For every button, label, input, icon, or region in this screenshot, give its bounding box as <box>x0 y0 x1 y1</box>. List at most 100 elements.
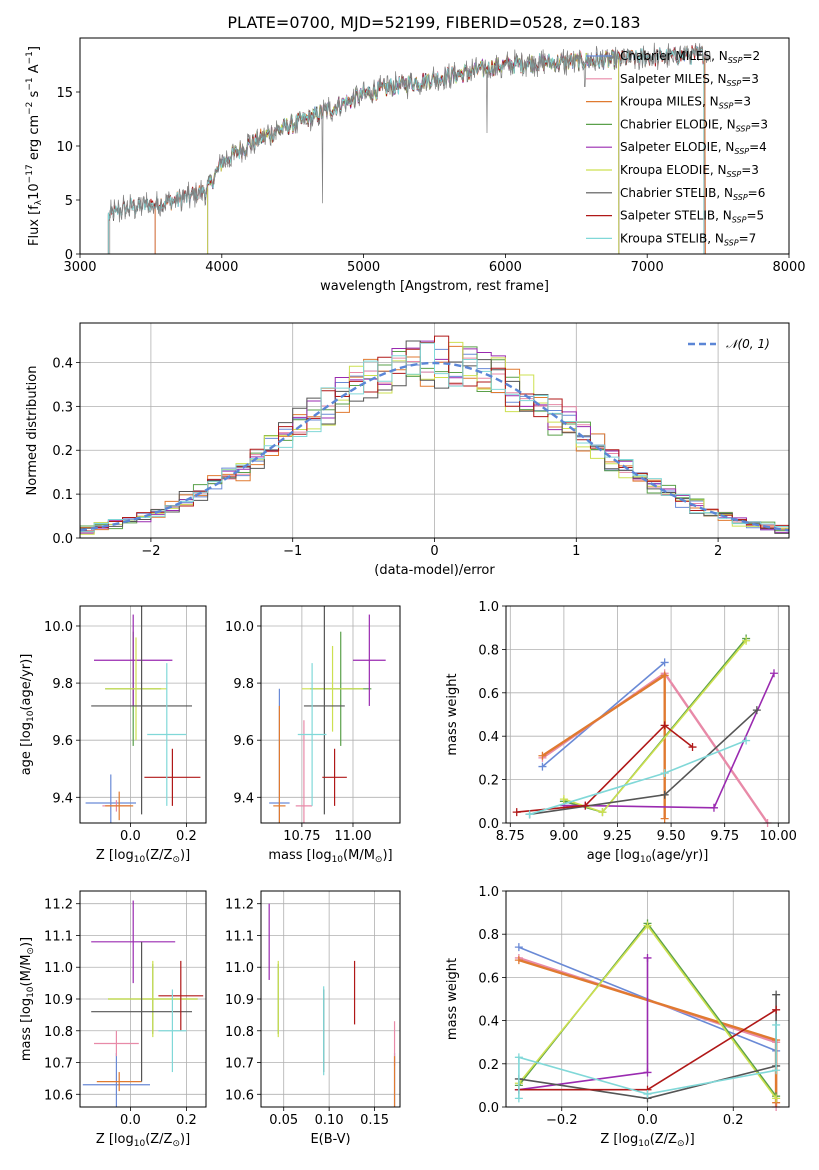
legend-suffix: =3 <box>750 117 768 131</box>
weight-marker <box>538 751 547 760</box>
x-tick-label: 0.05 <box>269 1113 298 1128</box>
weight-marker <box>772 990 781 999</box>
errorbar-point-salpeter-stelib <box>158 960 204 1031</box>
errorbar-point-salpeter-elodie <box>352 614 386 706</box>
legend-sub: SSP <box>719 102 734 111</box>
axes-frame <box>505 890 790 1108</box>
y-axis-label: mass weight <box>445 958 460 1040</box>
weight-marker <box>643 953 652 962</box>
legend-suffix: =4 <box>749 140 767 154</box>
model-spectrum-salpeter-stelib <box>107 44 705 254</box>
errorbar-point-chabrier-stelib <box>91 606 192 815</box>
panel-Z-age: 0.0 0.29.49.69.810.0Z [log10(Z/Z⊙)]age [l… <box>19 605 207 865</box>
x-axis-label-part: Z [log <box>96 848 134 863</box>
x-axis-label-part: (Z/Z <box>145 848 172 863</box>
weight-marker <box>772 1020 781 1029</box>
y-axis-label-part: −1 <box>25 77 35 90</box>
y-tick-label: 9.6 <box>52 734 73 749</box>
errorbar-point-salpeter-elodie <box>91 900 176 984</box>
y-tick-label: 9.6 <box>233 734 254 749</box>
x-tick-label: 10.75 <box>283 829 320 844</box>
y-tick-label: 11.2 <box>44 898 73 913</box>
y-tick-label: 10.7 <box>225 1057 254 1072</box>
legend-suffix: =3 <box>741 163 759 177</box>
x-tick-label: 0.10 <box>315 1113 344 1128</box>
y-tick-label: 0.4 <box>478 730 499 745</box>
weight-marker <box>559 795 568 804</box>
x-tick-label: 0.15 <box>360 1113 389 1128</box>
legend-text: Salpeter MILES, N <box>620 72 727 86</box>
x-tick-label: 1 <box>572 544 580 559</box>
axes-frame <box>79 605 207 824</box>
weight-marker <box>514 943 523 952</box>
legend-suffix: =2 <box>742 49 760 63</box>
y-tick-label: 10.8 <box>44 1025 73 1040</box>
legend-sub: SSP <box>736 124 751 133</box>
y-tick-label: 10.8 <box>225 1025 254 1040</box>
observed-spectrum <box>109 42 712 254</box>
legend-suffix: =3 <box>733 95 751 109</box>
x-tick-label: 8.75 <box>496 829 525 844</box>
x-axis-label-part: ⊙ <box>172 1139 180 1149</box>
x-axis-label-part: Z [log <box>96 1132 134 1147</box>
weight-marker <box>660 769 669 778</box>
x-axis-label: Z [log10(Z/Z⊙)] <box>600 1132 694 1149</box>
x-tick-label: 8000 <box>772 260 805 275</box>
x-axis-label: (data-model)/error <box>374 563 495 578</box>
errorbar-point-kroupa-miles <box>105 791 134 821</box>
errorbar-point-chabrier-stelib <box>91 941 192 1082</box>
y-axis-label-part: age [log <box>19 722 34 775</box>
plot-area-residuals <box>80 335 789 535</box>
weight-marker <box>660 671 669 680</box>
x-tick-label: 0.2 <box>176 829 197 844</box>
legend-sub: SSP <box>732 216 747 225</box>
legend-suffix: =3 <box>741 72 759 86</box>
y-axis-label: Normed distribution <box>25 366 40 496</box>
weight-marker <box>512 808 521 817</box>
panel-Z-mass: 0.0 0.2 10.6 10.7 10.8 10.9 11.0 11.1 11.2 Z [log… <box>19 890 207 1149</box>
errorbar-point-salpeter-miles <box>295 720 313 823</box>
panel-spectrum: 3000 4000 5000 6000 7000 8000 0 5 10 15 wavelength… <box>25 37 806 294</box>
errorbar-point-chabrier-miles <box>85 774 136 823</box>
x-axis-label-part: )] <box>180 1132 190 1147</box>
weight-marker <box>643 1068 652 1077</box>
legend-entry: Kroupa ELODIE, NSSP=3 <box>620 163 759 179</box>
x-axis-label-part: ⊙ <box>172 855 180 865</box>
y-axis-label-part: s <box>27 90 42 101</box>
y-tick-label: 9.8 <box>52 677 73 692</box>
panel-residuals: −2 −1 0 1 2 0.0 0.1 0.2 0.3 0.4 (data-model)/error… <box>25 322 790 578</box>
errorbar-point-kroupa-elodie <box>105 637 167 741</box>
axes-frame <box>260 605 401 824</box>
weight-marker <box>581 801 590 810</box>
errorbar-point-chabrier-miles <box>82 1053 150 1107</box>
x-tick-label: 2 <box>714 544 722 559</box>
x-axis-label-part: 10 <box>134 855 146 865</box>
figure-title: PLATE=0700, MJD=52199, FIBERID=0528, z=0… <box>227 13 640 32</box>
y-tick-label: 0.2 <box>478 1058 499 1073</box>
weight-marker <box>709 803 718 812</box>
x-tick-label: 0.0 <box>637 1113 658 1128</box>
x-tick-label: −0.2 <box>546 1113 578 1128</box>
legend-sub: SSP <box>727 170 742 179</box>
y-axis-label-part: ⊙ <box>26 947 36 955</box>
model-spectrum-kroupa-stelib <box>107 45 705 254</box>
errorbar-point-kroupa-stelib <box>297 663 327 806</box>
x-axis-label: wavelength [Angstrom, rest frame] <box>320 279 549 294</box>
panel-EBV-mass: 0.05 0.10 0.15 10.6 10.7 10.8 10.9 11.0 11.1 11.2… <box>225 890 401 1147</box>
y-axis-label: mass weight <box>445 673 460 755</box>
x-axis-label-part: 10 <box>640 855 652 865</box>
y-tick-label: 10.0 <box>44 620 73 635</box>
x-tick-label: 9.25 <box>603 829 632 844</box>
x-axis-label-part: (age/yr)] <box>651 848 708 863</box>
plot-area-Z-age <box>85 606 201 823</box>
y-tick-label: 9.8 <box>233 677 254 692</box>
weight-marker <box>525 810 534 819</box>
x-axis-label-part: (Z/Z <box>145 1132 172 1147</box>
y-tick-label: 10.7 <box>44 1057 73 1072</box>
y-tick-label: 0.6 <box>478 687 499 702</box>
weight-marker <box>660 790 669 799</box>
legend-entry: 𝒩(0, 1) <box>726 337 770 351</box>
y-axis-label: Flux [fλ10−17 erg cm−2 s−1 A−1] <box>25 46 44 246</box>
plot-area-Z-mass <box>82 900 204 1107</box>
y-tick-label: 0.8 <box>478 928 499 943</box>
